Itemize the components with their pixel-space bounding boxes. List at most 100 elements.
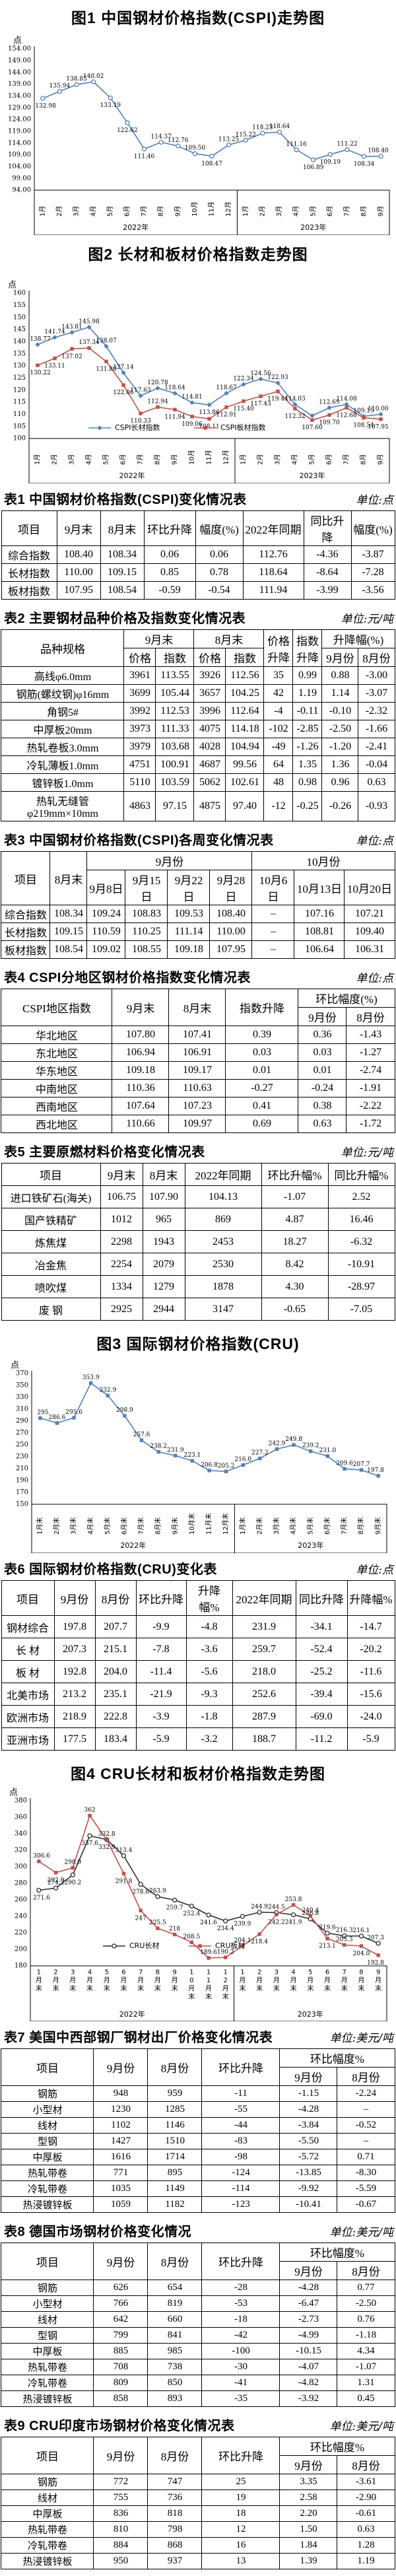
column-header: 9月末 [123, 629, 195, 648]
row-label-cell: 中厚板 [1, 2343, 94, 2359]
row-label-cell: 线材 [1, 2117, 94, 2134]
row-label-cell: 板 材 [1, 1660, 55, 1683]
row-label-cell: 钢筋 [1, 2085, 94, 2102]
value-cell: 1230 [93, 2101, 148, 2118]
value-cell: 0.01 [298, 1061, 347, 1080]
column-header: 9月28日 [209, 870, 253, 905]
value-cell: -4.28 [279, 2101, 338, 2118]
figure-2: 图2 长材和板材价格指数走势图 [0, 238, 396, 483]
row-label-cell: 冷轧带卷 [1, 2375, 94, 2391]
value-cell: 2254 [100, 1253, 143, 1276]
value-cell: -2.73 [279, 2311, 338, 2328]
column-header: 8月份 [94, 1580, 137, 1616]
row-label-cell: 北美市场 [1, 1683, 55, 1706]
value-cell: -10.41 [279, 2196, 338, 2213]
table9-body: 钢筋 772 747 25 3.35 -3.61 线材 755 736 19 2.58 -2.90 中厚… [1, 2474, 395, 2569]
value-cell: 105.44 [155, 684, 195, 703]
value-cell: -9.3 [185, 1683, 233, 1706]
value-cell: 660 [147, 2311, 203, 2328]
value-cell: 2925 [100, 1298, 143, 1321]
value-cell: -10.15 [279, 2343, 338, 2359]
figure3-title: 图3 国际钢材价格指数(CRU) [96, 1335, 300, 1352]
column-header: 环比幅度% [279, 2437, 395, 2456]
row-label-cell: 喷吹煤 [1, 1275, 101, 1298]
value-cell: 0.06 [195, 545, 244, 564]
value-cell: 0.77 [337, 2280, 395, 2296]
column-header: 同比升幅% [327, 1163, 395, 1186]
figure4-title: 图4 CRU长材和板材价格指数走势图 [70, 1765, 325, 1782]
value-cell: – [251, 922, 295, 941]
table-row: 线材 755 736 19 2.58 -2.90 [1, 2489, 395, 2506]
value-cell: 110.36 [112, 1079, 170, 1097]
figure-4: 图4 CRU长材和板材价格指数走势图 [0, 1757, 396, 2021]
value-cell: 948 [93, 2085, 148, 2102]
value-cell: 766 [93, 2295, 148, 2312]
row-label-cell: 钢筋 [1, 2474, 94, 2490]
value-cell: 738 [147, 2359, 203, 2375]
value-cell: 218.0 [232, 1660, 296, 1683]
value-cell: 884 [93, 2537, 148, 2554]
table-row: 冷轧带卷 1035 1149 -114 -9.92 -5.59 [1, 2180, 395, 2197]
value-cell: 107.21 [344, 905, 395, 923]
value-cell: 1.36 [321, 755, 359, 774]
value-cell: -0.27 [225, 1079, 299, 1097]
column-header: 8月份 [147, 2243, 203, 2280]
value-cell: -4.8 [185, 1615, 233, 1638]
value-cell: -5.50 [279, 2133, 338, 2149]
column-header: 2022年同期 [184, 1163, 262, 1186]
table-row: 高线φ6.0mm 3961 113.55 3926 112.56 35 0.99 0.88 -3… [1, 666, 395, 685]
value-cell: 104.13 [184, 1185, 262, 1208]
table-row: 钢筋 772 747 25 3.35 -3.61 [1, 2474, 395, 2490]
table-row: 冷轧薄板1.0mm 4751 100.91 4687 99.56 64 1.35 1.36 -0… [1, 755, 395, 774]
value-cell: 3992 [123, 702, 156, 720]
column-header: 8月份 [337, 2067, 395, 2086]
column-header: 8月份 [147, 2048, 203, 2086]
value-cell: -30 [201, 2359, 280, 2375]
figure4-cru-long-flat-chart [0, 1785, 396, 2021]
table-row: 中厚板20mm 3973 111.33 4075 114.18 -102 -2.85 -2.5… [1, 720, 395, 738]
value-cell: 654 [147, 2280, 203, 2296]
value-cell: -0.54 [195, 581, 244, 600]
value-cell: 0.71 [337, 2149, 395, 2165]
value-cell: 1.39 [279, 2553, 338, 2569]
column-header: 8月末 [193, 629, 265, 648]
column-header: 指数升降 [225, 989, 299, 1026]
value-cell: -2.24 [337, 2085, 395, 2102]
row-label-cell: 板材指数 [1, 940, 51, 959]
column-header: 环比升降 [201, 2437, 280, 2474]
table5-title: 表5 主要原燃材料价格变化情况表 [4, 1145, 205, 1160]
value-cell: -2.32 [358, 702, 395, 720]
row-label-cell: 华东地区 [1, 1061, 113, 1080]
value-cell: 252.6 [232, 1683, 296, 1706]
value-cell: 0.63 [337, 2521, 395, 2538]
value-cell: 102.61 [225, 773, 265, 792]
row-label-cell: 小型材 [1, 2101, 94, 2118]
value-cell: 108.40 [209, 905, 253, 923]
row-label-cell: 东北地区 [1, 1043, 113, 1062]
column-header: 项目 [1, 510, 57, 546]
value-cell: 110.66 [112, 1115, 170, 1133]
column-header: 9月份 [298, 1007, 347, 1026]
value-cell: – [337, 2101, 395, 2118]
value-cell: -1.20 [321, 738, 359, 756]
value-cell: 2.52 [327, 1185, 395, 1208]
table-row: 长材指数 109.15 110.59 110.25 111.14 110.00–108.8… [1, 922, 395, 941]
value-cell: -3.87 [350, 545, 395, 564]
table-row: 中厚板 1616 1714 -98 -5.72 0.71 [1, 2149, 395, 2165]
figure-1: 图1 中国钢材价格指数(CSPI)走势图 [0, 1, 396, 235]
value-cell: -4.99 [279, 2327, 338, 2344]
value-cell: -1.43 [346, 1026, 395, 1044]
value-cell: -0.11 [292, 702, 323, 720]
value-cell: 869 [184, 1208, 262, 1231]
column-header: 升降幅(%) [321, 629, 395, 648]
value-cell: -0.24 [298, 1079, 347, 1097]
column-header: 升降幅% [185, 1580, 233, 1616]
value-cell: -7.28 [350, 563, 395, 582]
value-cell: 18.27 [261, 1230, 329, 1253]
value-cell: 0.76 [337, 2311, 395, 2328]
column-header: 9月末 [112, 989, 170, 1026]
value-cell: 850 [147, 2375, 203, 2391]
table7-title: 表7 美国中西部钢厂钢材出厂价格变化情况表 [4, 2031, 273, 2045]
column-header: 9月份 [93, 2048, 148, 2086]
value-cell: 959 [147, 2085, 203, 2102]
